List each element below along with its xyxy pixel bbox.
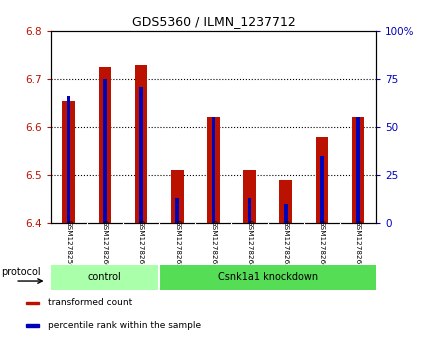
Bar [284, 204, 288, 223]
Text: GSM1278261: GSM1278261 [138, 220, 144, 269]
Text: GSM1278266: GSM1278266 [319, 220, 325, 269]
Bar [99, 67, 111, 223]
Bar [67, 96, 70, 223]
Bar [356, 118, 360, 223]
Text: percentile rank within the sample: percentile rank within the sample [48, 321, 202, 330]
Bar [51, 265, 159, 290]
Text: Csnk1a1 knockdown: Csnk1a1 knockdown [218, 272, 318, 282]
Text: GSM1278263: GSM1278263 [210, 220, 216, 269]
Bar [207, 118, 220, 223]
Bar [212, 118, 215, 223]
Bar [103, 79, 106, 223]
Bar [135, 65, 147, 223]
Bar [62, 101, 75, 223]
Bar [176, 198, 179, 223]
Text: GSM1278265: GSM1278265 [283, 220, 289, 269]
Bar [26, 324, 39, 327]
Bar [315, 137, 328, 223]
Text: GSM1278262: GSM1278262 [174, 220, 180, 269]
Text: transformed count: transformed count [48, 298, 133, 307]
Bar [159, 265, 376, 290]
Bar [279, 180, 292, 223]
Bar [352, 118, 364, 223]
Bar [243, 170, 256, 223]
Bar [139, 87, 143, 223]
Bar [171, 170, 183, 223]
Text: protocol: protocol [1, 267, 40, 277]
Title: GDS5360 / ILMN_1237712: GDS5360 / ILMN_1237712 [132, 15, 295, 28]
Bar [248, 198, 251, 223]
Text: GSM1278267: GSM1278267 [355, 220, 361, 269]
Text: GSM1278259: GSM1278259 [66, 220, 72, 269]
Text: GSM1278264: GSM1278264 [246, 220, 253, 269]
Text: GSM1278260: GSM1278260 [102, 220, 108, 269]
Bar [26, 302, 39, 304]
Text: control: control [88, 272, 122, 282]
Bar [320, 156, 324, 223]
